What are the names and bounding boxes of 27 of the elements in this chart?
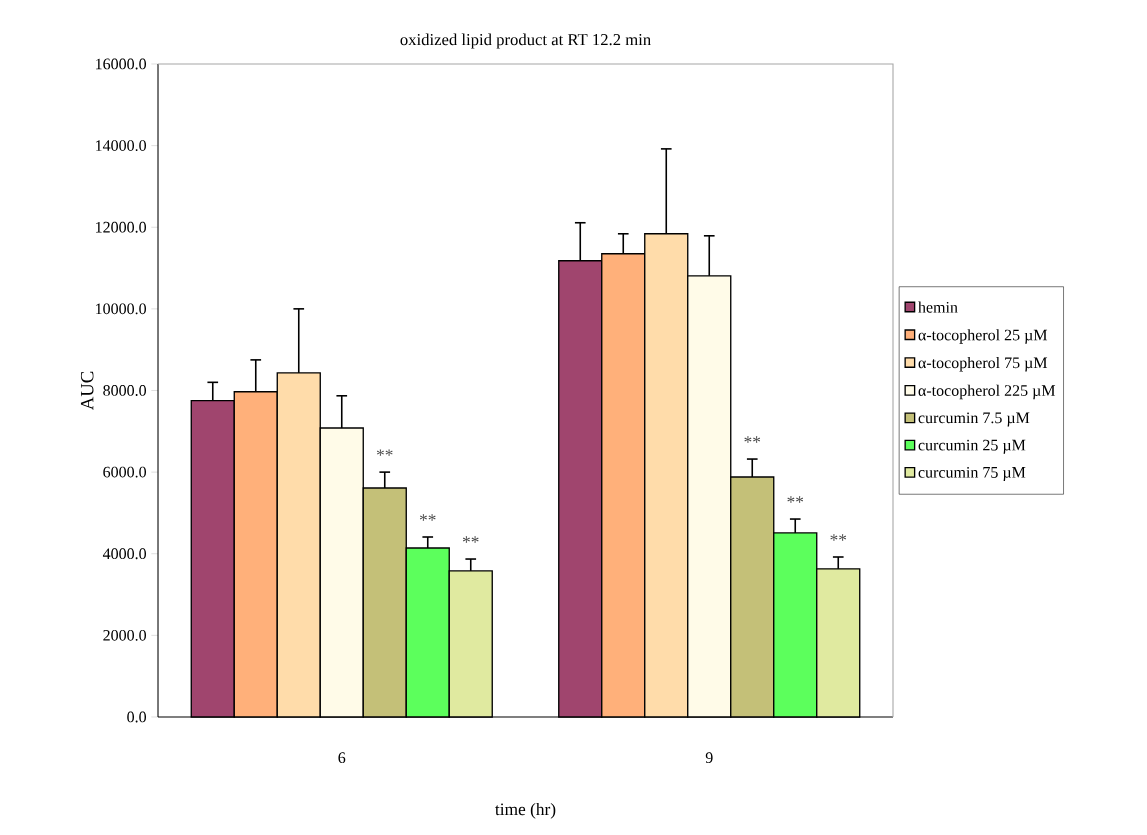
y-tick-label: 6000.0 <box>103 466 147 478</box>
y-tick-label: 8000.0 <box>103 385 147 396</box>
legend-label: α-tocopherol 225 µM <box>918 384 1056 400</box>
y-tick-label: 12000.0 <box>96 221 147 233</box>
legend-label: curcumin 75 µM <box>918 466 1026 481</box>
y-tick-label: 2000.0 <box>103 629 147 641</box>
x-tick-label: 6 <box>338 752 346 764</box>
y-tick-label: 16000.0 <box>96 58 147 70</box>
y-tick-label: 14000.0 <box>96 140 147 152</box>
y-axis-title: AUC <box>80 371 94 411</box>
legend-label: α-tocopherol 25 µM <box>918 329 1048 344</box>
y-tick-label: 4000.0 <box>102 548 147 560</box>
legend-label: α-tocopherol 75 µM <box>918 356 1048 372</box>
annotation: ** <box>376 449 393 456</box>
annotation: ** <box>787 496 804 503</box>
legend-label: curcumin 25 µM <box>918 439 1026 454</box>
y-tick-label: 10000.0 <box>96 303 147 315</box>
annotation: ** <box>830 534 847 541</box>
annotation: ** <box>462 536 479 543</box>
annotation: ** <box>744 436 761 443</box>
y-tick-label: 0.0 <box>127 711 147 723</box>
x-tick-label: 9 <box>705 752 713 764</box>
annotation: ** <box>419 514 436 521</box>
legend-label: curcumin 7.5 µM <box>918 412 1030 427</box>
legend-label: hemin <box>918 301 958 313</box>
x-axis-title: time (hr) <box>495 802 556 819</box>
chart-title: oxidized lipid product at RT 12.2 min <box>400 33 651 49</box>
